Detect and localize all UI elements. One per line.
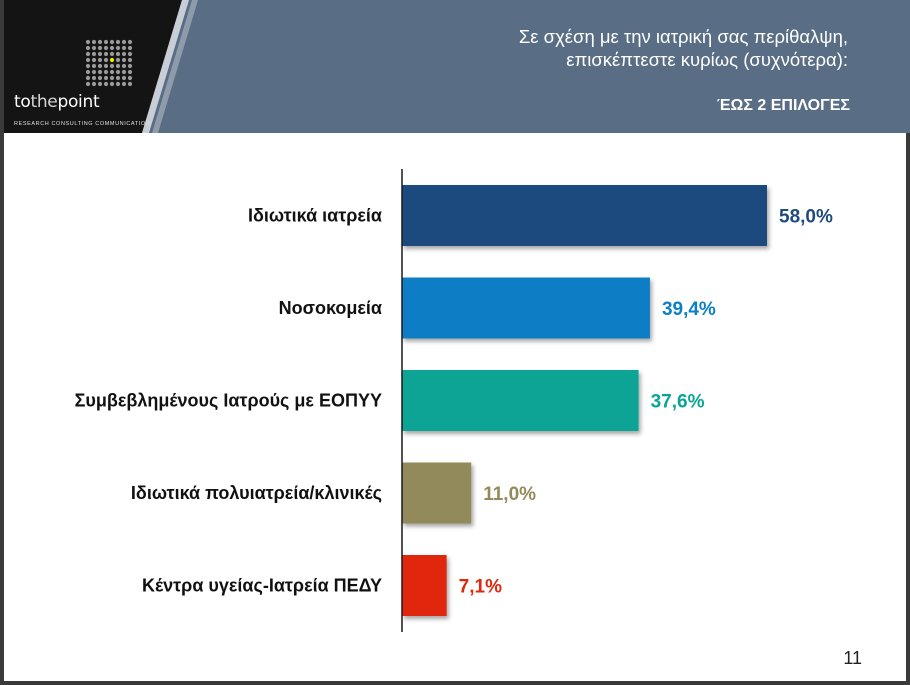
- logo-dot: [91, 39, 97, 45]
- logo-dot: [115, 57, 121, 63]
- bar-4: [402, 462, 472, 524]
- logo-dot: [97, 63, 103, 69]
- category-label-4: Ιδιωτικά πολυιατρεία/κλινικές: [131, 483, 382, 503]
- logo-tagline: RESEARCH CONSULTING COMMUNICATION: [14, 121, 151, 127]
- value-label-2: 39,4%: [662, 299, 716, 320]
- logo-dot: [121, 81, 127, 87]
- logo-dot: [97, 39, 103, 45]
- header-stripe-dark: [152, 0, 198, 133]
- logo-dot: [121, 51, 127, 57]
- logo-dot: [127, 39, 133, 45]
- logo-dot: [121, 57, 127, 63]
- value-label-3: 37,6%: [651, 392, 705, 413]
- logo-part-the: the: [30, 92, 58, 112]
- logo-dot: [115, 51, 121, 57]
- category-label-1: Ιδιωτικά ιατρεία: [248, 206, 382, 226]
- category-label-5: Κέντρα υγείας-Ιατρεία ΠΕΔΥ: [142, 576, 382, 596]
- logo-dot: [97, 81, 103, 87]
- bar-chart: Ιδιωτικά ιατρεία 58,0% Νοσοκομεία 39,4% Συμβ…: [75, 169, 833, 632]
- logo-dot: [91, 57, 97, 63]
- logo-dot: [103, 63, 109, 69]
- logo-dot-grid-icon: [85, 39, 133, 87]
- bar-2: [402, 277, 650, 339]
- value-label-1: 58,0%: [779, 207, 833, 228]
- logo-dot: [121, 69, 127, 75]
- category-label-3: Συμβεβλημένους Ιατρούς με ΕΟΠΥΥ: [75, 391, 382, 411]
- logo-dot: [85, 51, 91, 57]
- logo-dot: [103, 81, 109, 87]
- logo-dot: [127, 51, 133, 57]
- logo-dot: [115, 39, 121, 45]
- logo-dot: [109, 75, 115, 81]
- slide-title-note: ΈΩΣ 2 ΕΠΙΛΟΓΕΣ: [716, 97, 850, 114]
- logo-part-to: to: [14, 92, 31, 112]
- logo-dot: [127, 63, 133, 69]
- logo-dot: [85, 75, 91, 81]
- logo-dot: [127, 45, 133, 51]
- logo-dot: [85, 63, 91, 69]
- logo-dot: [121, 75, 127, 81]
- logo-dot: [103, 45, 109, 51]
- logo-dot: [85, 69, 91, 75]
- bar-1: [402, 185, 767, 246]
- logo-dot: [91, 75, 97, 81]
- logo-dot: [103, 39, 109, 45]
- logo-dot: [97, 57, 103, 63]
- logo-dot: [97, 45, 103, 51]
- logo-dot: [85, 39, 91, 45]
- logo-dot: [85, 45, 91, 51]
- logo-dot: [91, 51, 97, 57]
- header-bar: tothepoint RESEARCH CONSULTING COMMUNICA…: [4, 0, 910, 133]
- logo-wordmark: tothepoint: [14, 92, 100, 112]
- logo-dot: [97, 69, 103, 75]
- logo-dot: [121, 39, 127, 45]
- logo-dot: [115, 75, 121, 81]
- logo-dot: [115, 63, 121, 69]
- bar-3: [402, 370, 639, 431]
- logo-dot: [115, 81, 121, 87]
- slide-title-line2: επισκέπτεστε κυρίως (συχνότερα):: [566, 49, 848, 70]
- category-label-2: Νοσοκομεία: [279, 298, 382, 318]
- logo-dot: [127, 57, 133, 63]
- bars-group: Ιδιωτικά ιατρεία 58,0% Νοσοκομεία 39,4% Συμβ…: [75, 185, 833, 616]
- logo-dot: [91, 45, 97, 51]
- header-stripe-light: [142, 0, 189, 133]
- value-label-4: 11,0%: [483, 484, 536, 505]
- logo-dot: [109, 39, 115, 45]
- logo-dot: [91, 69, 97, 75]
- logo-dot: [91, 63, 97, 69]
- logo-part-point: point: [57, 92, 100, 112]
- logo-dot: [115, 69, 121, 75]
- page-number: 11: [843, 648, 862, 668]
- logo-panel: [4, 0, 198, 133]
- logo-dot: [115, 45, 121, 51]
- logo-dot: [85, 57, 91, 63]
- logo-dot: [103, 75, 109, 81]
- logo-dot: [109, 81, 115, 87]
- bar-5: [402, 555, 447, 616]
- logo-dot: [97, 51, 103, 57]
- logo-dot: [103, 69, 109, 75]
- logo-dot: [127, 69, 133, 75]
- logo-dot: [109, 51, 115, 57]
- logo-dot: [109, 45, 115, 51]
- logo-dot: [103, 57, 109, 63]
- logo-dot: [91, 81, 97, 87]
- logo-dot: [109, 63, 115, 69]
- slide-title-line1: Σε σχέση με την ιατρική σας περίθαλψη,: [518, 26, 848, 47]
- value-label-5: 7,1%: [459, 577, 502, 598]
- logo-dot: [127, 81, 133, 87]
- logo-dot: [103, 51, 109, 57]
- logo-dot: [109, 69, 115, 75]
- logo-dot: [121, 63, 127, 69]
- logo-dot: [121, 45, 127, 51]
- logo-dot: [127, 75, 133, 81]
- logo-dot: [85, 81, 91, 87]
- logo-dot: [97, 75, 103, 81]
- logo-accent-dot: [109, 57, 115, 63]
